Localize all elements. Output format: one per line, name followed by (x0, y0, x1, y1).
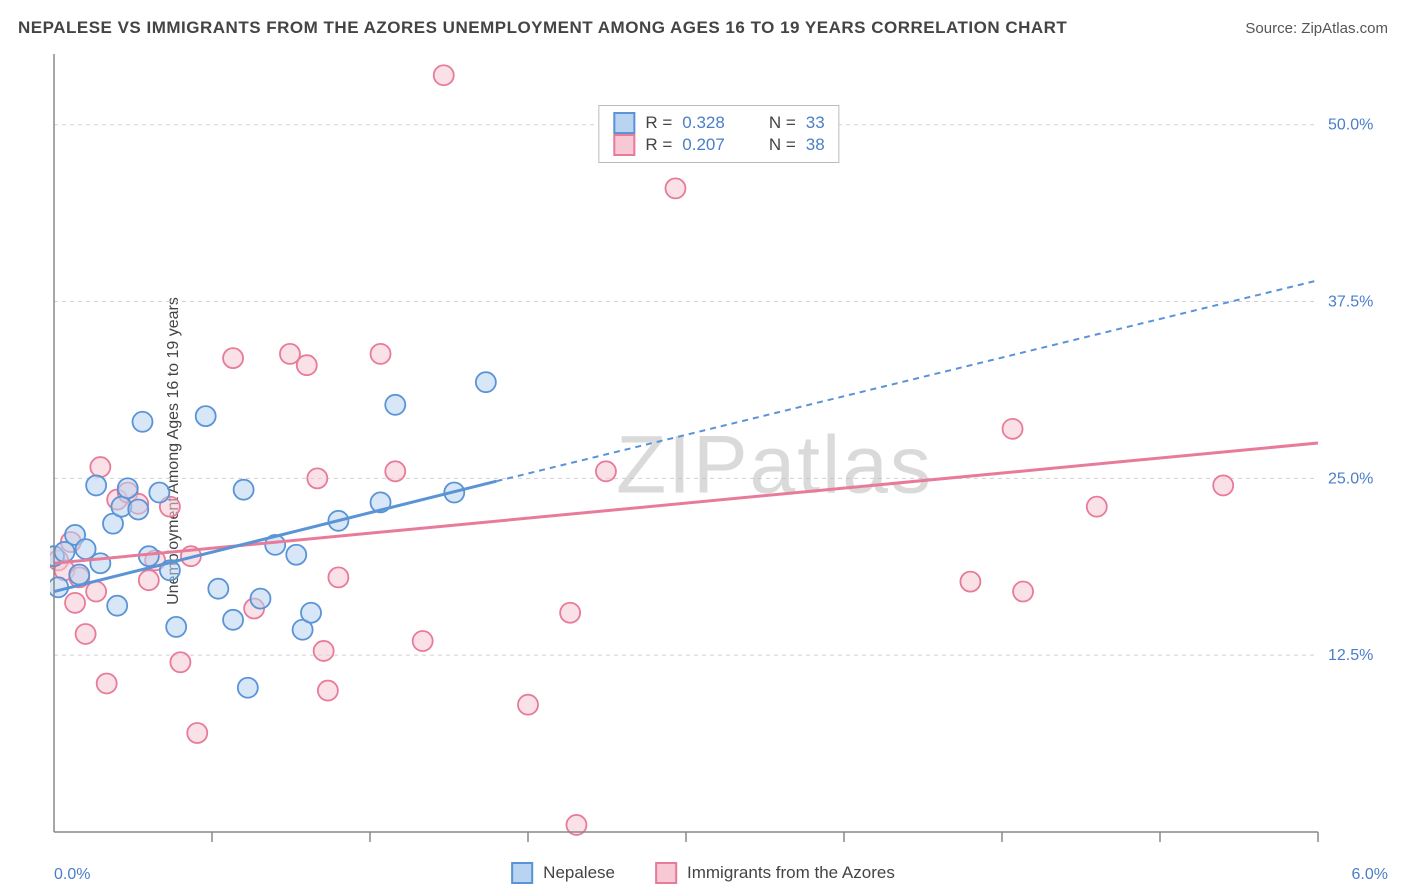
data-point (385, 461, 405, 481)
data-point (286, 545, 306, 565)
data-point (76, 624, 96, 644)
data-point (413, 631, 433, 651)
data-point (1003, 419, 1023, 439)
legend-item-nepalese: Nepalese (511, 862, 615, 884)
data-point (476, 372, 496, 392)
data-point (139, 570, 159, 590)
swatch-azores (655, 862, 677, 884)
data-point (90, 553, 110, 573)
data-point (149, 483, 169, 503)
data-point (371, 344, 391, 364)
data-point (196, 406, 216, 426)
legend-stats-row-nepalese: R = 0.328 N = 33 (613, 112, 824, 134)
data-point (385, 395, 405, 415)
data-point (560, 603, 580, 623)
data-point (86, 475, 106, 495)
data-point (97, 673, 117, 693)
data-point (234, 480, 254, 500)
source-credit: Source: ZipAtlas.com (1245, 20, 1388, 37)
data-point (166, 617, 186, 637)
y-tick-label: 12.5% (1328, 647, 1373, 664)
swatch-azores (613, 134, 635, 156)
data-point (1087, 497, 1107, 517)
legend-stats-row-azores: R = 0.207 N = 38 (613, 134, 824, 156)
data-point (1213, 475, 1233, 495)
data-point (170, 652, 190, 672)
x-axis-min-label: 0.0% (54, 866, 90, 884)
data-point (1013, 582, 1033, 602)
swatch-nepalese (613, 112, 635, 134)
data-point (69, 565, 89, 585)
data-point (238, 678, 258, 698)
data-point (65, 593, 85, 613)
data-point (314, 641, 334, 661)
data-point (297, 355, 317, 375)
data-point (596, 461, 616, 481)
x-axis-max-label: 6.0% (1352, 866, 1388, 884)
data-point (208, 579, 228, 599)
data-point (301, 603, 321, 623)
y-tick-label: 25.0% (1328, 470, 1373, 487)
data-point (318, 681, 338, 701)
y-tick-label: 50.0% (1328, 117, 1373, 134)
source-link[interactable]: ZipAtlas.com (1301, 20, 1388, 37)
data-point (434, 65, 454, 85)
data-point (90, 457, 110, 477)
y-tick-label: 37.5% (1328, 294, 1373, 311)
chart-title: NEPALESE VS IMMIGRANTS FROM THE AZORES U… (18, 18, 1067, 38)
data-point (86, 582, 106, 602)
data-point (960, 572, 980, 592)
data-point (223, 610, 243, 630)
legend-stats: R = 0.328 N = 33 R = 0.207 N = 38 (598, 105, 839, 163)
watermark: ZIPatlas (616, 420, 933, 511)
data-point (118, 478, 138, 498)
swatch-nepalese (511, 862, 533, 884)
scatter-svg: 12.5% 25.0% 37.5% 50.0% ZIPatlas (50, 50, 1388, 852)
data-point (307, 468, 327, 488)
legend-series: Nepalese Immigrants from the Azores (511, 862, 895, 884)
data-point (518, 695, 538, 715)
data-point (328, 567, 348, 587)
plot-area: Unemployment Among Ages 16 to 19 years R… (50, 50, 1388, 852)
data-point (107, 596, 127, 616)
data-point (665, 178, 685, 198)
data-point (223, 348, 243, 368)
legend-item-azores: Immigrants from the Azores (655, 862, 895, 884)
data-point (128, 499, 148, 519)
data-point (132, 412, 152, 432)
data-point (250, 589, 270, 609)
data-point (187, 723, 207, 743)
